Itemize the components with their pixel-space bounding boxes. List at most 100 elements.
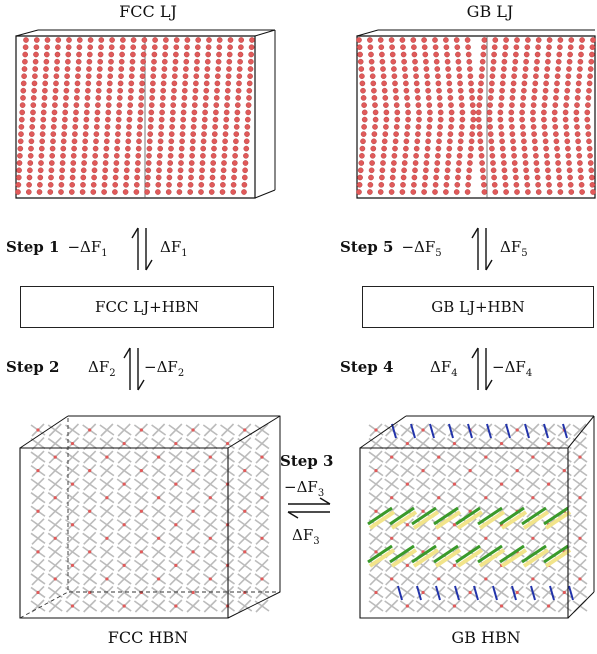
atom	[411, 181, 417, 188]
atom	[177, 167, 184, 174]
atom	[486, 116, 493, 123]
step4-equilibrium-arrows	[471, 347, 493, 391]
site	[437, 455, 441, 459]
bond	[494, 585, 509, 600]
atom	[97, 58, 103, 65]
fcc-lj-atoms	[15, 37, 255, 195]
atom	[70, 160, 77, 166]
bond	[526, 599, 540, 613]
atom	[136, 124, 143, 130]
atom	[33, 51, 39, 58]
atom	[360, 138, 366, 145]
site	[515, 428, 519, 432]
site	[515, 469, 519, 473]
atom	[86, 58, 93, 65]
atom	[533, 152, 539, 159]
atom	[21, 73, 27, 79]
atom	[445, 73, 452, 79]
site	[515, 590, 519, 595]
atom	[367, 37, 373, 43]
atom	[380, 152, 387, 159]
green-bond	[521, 544, 547, 564]
site	[562, 469, 566, 473]
atom	[437, 116, 444, 123]
atom	[437, 109, 444, 116]
atom	[586, 145, 593, 152]
atom	[468, 138, 475, 145]
atom	[128, 73, 135, 79]
atom	[86, 66, 92, 72]
atom	[545, 174, 552, 181]
atom	[140, 66, 146, 72]
bond	[542, 423, 556, 437]
blue-bond	[454, 585, 460, 601]
atom	[489, 145, 495, 152]
bond	[100, 477, 114, 491]
atom	[192, 87, 199, 94]
bond	[152, 599, 166, 613]
atom	[444, 174, 450, 181]
atom	[467, 73, 474, 79]
atom	[137, 109, 144, 116]
atom	[392, 145, 398, 152]
atom	[514, 37, 520, 43]
atom	[109, 37, 115, 43]
site	[191, 428, 195, 432]
atom	[247, 73, 253, 79]
bond	[416, 572, 430, 586]
atom	[497, 109, 504, 116]
bond	[100, 504, 114, 518]
atom	[37, 181, 43, 188]
atom	[40, 116, 47, 123]
atom	[490, 58, 497, 65]
atom	[491, 181, 498, 188]
site	[421, 509, 425, 513]
atom	[448, 102, 454, 108]
atom	[400, 44, 406, 51]
bond	[203, 464, 217, 478]
bond	[100, 599, 114, 613]
step1-back-group: ΔF1	[160, 238, 188, 259]
bond	[526, 464, 540, 478]
bond	[526, 423, 540, 437]
atom	[479, 58, 486, 65]
atom	[146, 152, 152, 159]
step1-equilibrium-arrows	[131, 227, 153, 271]
step3-top-group: −ΔF3	[284, 478, 324, 499]
atom	[415, 124, 422, 130]
atom	[80, 181, 86, 188]
atom	[190, 131, 196, 137]
bond	[447, 572, 462, 586]
atom	[160, 87, 166, 94]
atom	[190, 124, 197, 130]
atom	[249, 37, 255, 43]
site	[191, 509, 195, 513]
atom	[224, 87, 231, 94]
bond	[134, 518, 148, 532]
atom	[227, 37, 234, 43]
bond	[479, 599, 493, 613]
atom	[151, 51, 158, 58]
atom	[413, 73, 419, 79]
site	[405, 604, 409, 608]
atom	[575, 138, 581, 145]
site	[36, 590, 40, 595]
site	[531, 577, 535, 581]
atom	[112, 181, 118, 188]
bond	[203, 585, 217, 600]
atom	[91, 174, 97, 181]
atom	[237, 51, 244, 58]
bond	[494, 450, 509, 464]
atom	[382, 131, 389, 137]
atom	[162, 44, 169, 51]
atom	[62, 109, 68, 116]
atom	[564, 87, 571, 94]
atom	[223, 116, 230, 123]
atom	[421, 37, 427, 43]
atom	[448, 116, 455, 123]
atom	[378, 181, 385, 188]
site	[260, 536, 264, 540]
atom	[574, 124, 580, 130]
bond	[117, 572, 131, 586]
atom	[361, 124, 367, 130]
